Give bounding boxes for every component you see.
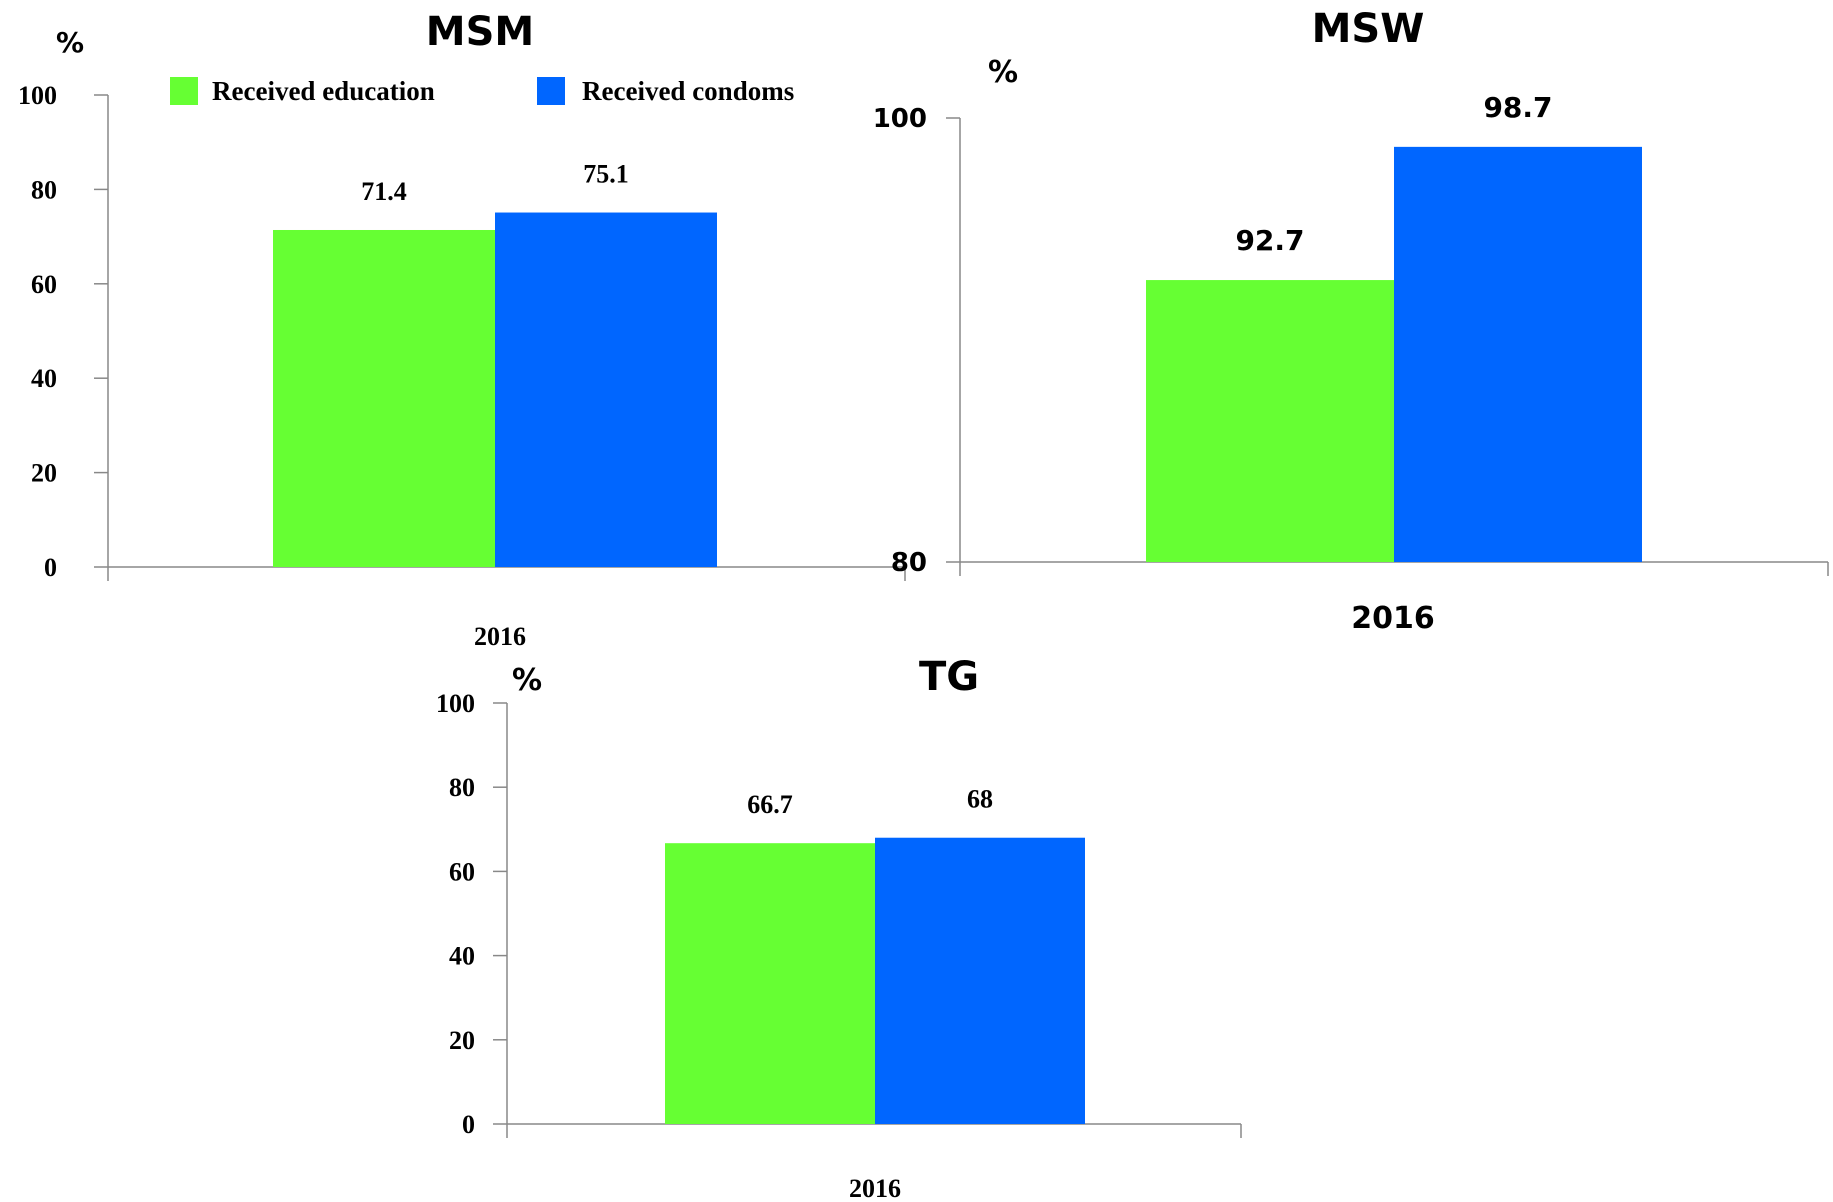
bar-education (273, 229, 495, 567)
y-tick-label: 80 (449, 773, 475, 802)
y-tick-label: 40 (449, 942, 475, 971)
data-label: 92.7 (1235, 224, 1304, 257)
plot-area: 0 20 40 60 80 100 66.7 68 (436, 689, 1242, 1139)
bar-condoms (1394, 146, 1642, 563)
data-label: 75.1 (583, 160, 629, 189)
y-tick-label: 80 (31, 175, 57, 204)
x-tick-label: 2016 (1351, 601, 1435, 636)
y-tick-label: 0 (44, 553, 57, 582)
y-axis-label: % (56, 26, 84, 59)
bar-condoms (875, 837, 1085, 1124)
y-tick-label: 100 (873, 104, 927, 134)
y-tick-label: 60 (449, 857, 475, 886)
bar-education (1146, 280, 1394, 562)
data-label: 71.4 (361, 177, 407, 206)
legend-swatch-education (170, 77, 198, 105)
legend: Received education Received condoms (170, 76, 794, 106)
legend-item-condoms: Received condoms (537, 76, 794, 106)
legend-label-education: Received education (212, 76, 435, 106)
chart-msm: MSM % 2016 0 20 40 60 80 100 71.4 75.1 (18, 9, 906, 651)
y-tick-label: 40 (31, 364, 57, 393)
data-label: 68 (967, 785, 993, 814)
data-label: 66.7 (747, 790, 793, 819)
y-axis-label: % (988, 55, 1018, 90)
chart-msw: MSW % 2016 80 100 92.7 98.7 (873, 6, 1829, 636)
legend-label-condoms: Received condoms (582, 76, 794, 106)
x-tick-label: 2016 (849, 1174, 901, 1202)
legend-swatch-condoms (537, 77, 565, 105)
y-tick-label: 100 (436, 689, 475, 718)
plot-area: 0 20 40 60 80 100 71.4 75.1 (18, 81, 906, 582)
bar-condoms (495, 212, 717, 567)
legend-item-education: Received education (170, 76, 435, 106)
x-tick-label: 2016 (474, 622, 526, 651)
y-tick-label: 0 (462, 1110, 475, 1139)
chart-title: TG (919, 654, 979, 700)
plot-area: 80 100 92.7 98.7 (873, 91, 1829, 578)
y-tick-label: 80 (891, 548, 927, 578)
chart-tg: TG % 2016 0 20 40 60 80 100 66.7 68 (436, 654, 1242, 1202)
y-tick-label: 20 (449, 1026, 475, 1055)
y-axis-label: % (512, 663, 542, 698)
bar-education (665, 843, 875, 1124)
y-tick-label: 100 (18, 81, 57, 110)
y-tick-label: 20 (31, 459, 57, 488)
data-label: 98.7 (1483, 91, 1552, 124)
chart-title: MSM (426, 9, 534, 55)
chart-title: MSW (1312, 6, 1425, 52)
y-tick-label: 60 (31, 270, 57, 299)
